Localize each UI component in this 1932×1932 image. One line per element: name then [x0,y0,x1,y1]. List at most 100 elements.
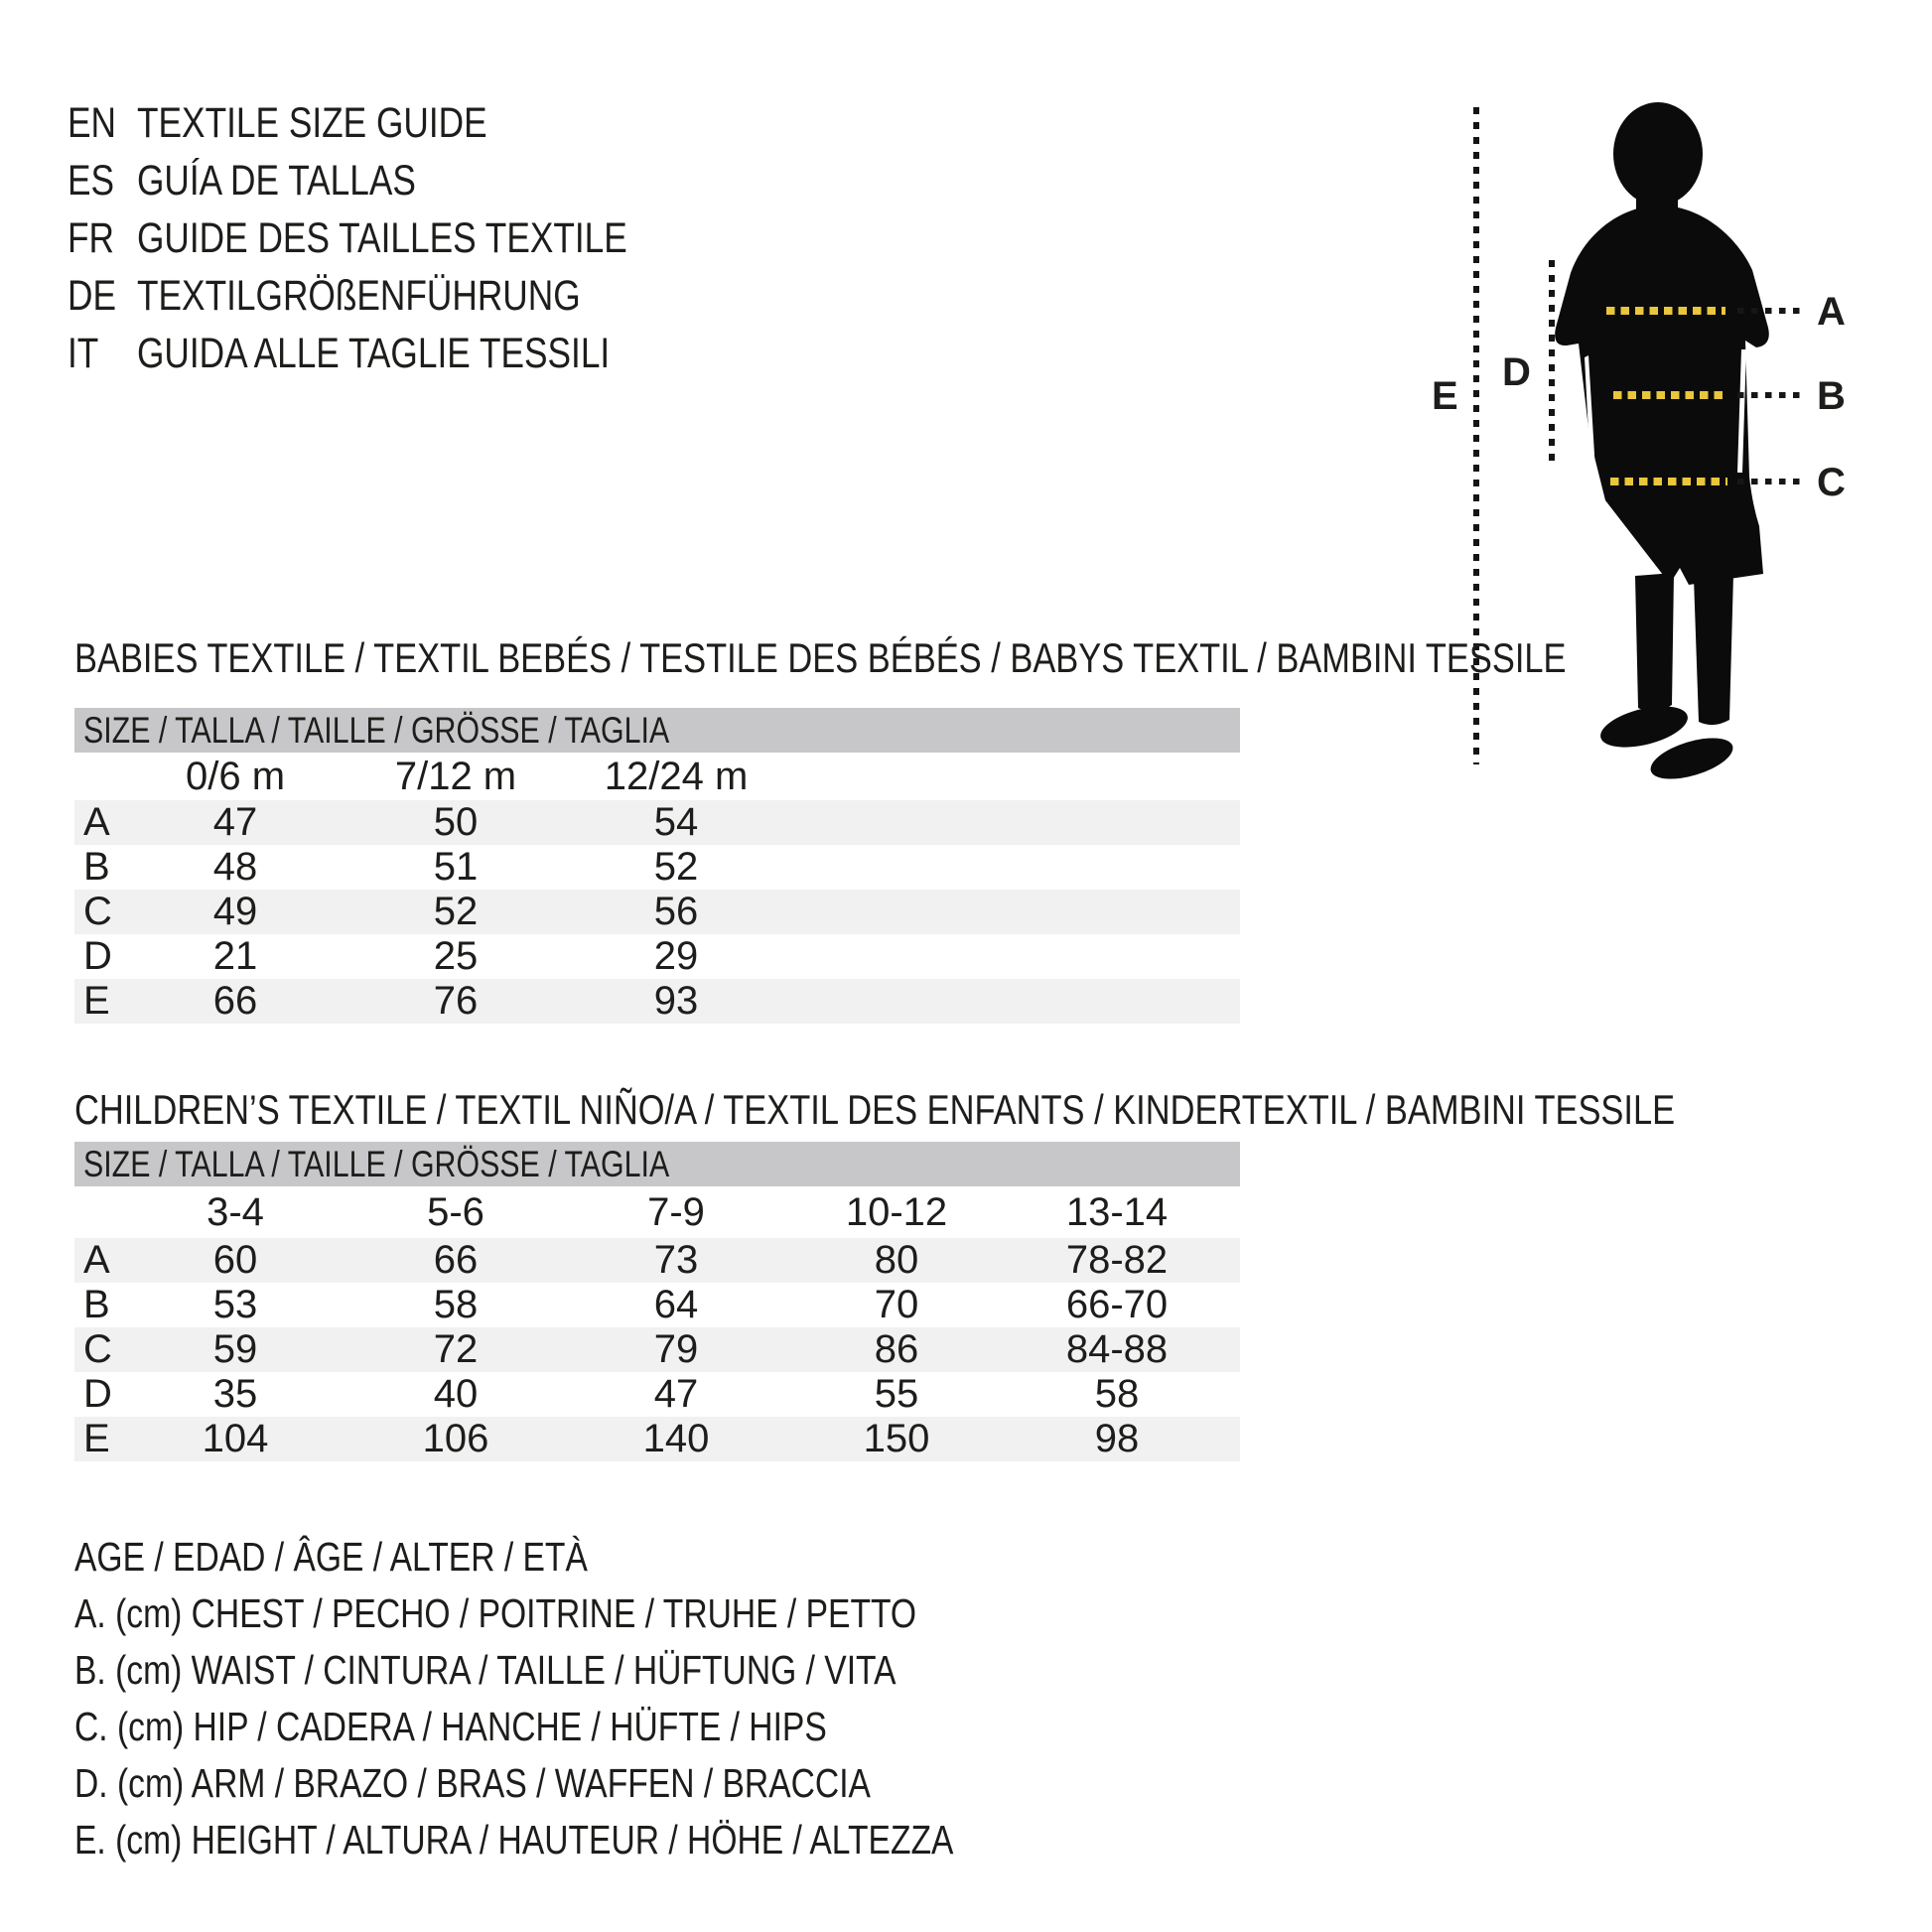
legend-text: C. (cm) HIP / CADERA / HANCHE / HÜFTE / … [74,1704,827,1749]
cell-value: 140 [642,1417,710,1460]
cell-value: 66 [433,1238,479,1282]
row-label: A [83,1238,110,1282]
row-label: B [83,1283,110,1326]
language-row-en: EN TEXTILE SIZE GUIDE [68,94,735,152]
cell-value: 25 [433,934,479,978]
legend-line-chest: A. (cm) CHEST / PECHO / POITRINE / TRUHE… [74,1586,1147,1642]
babies-size-header-text: SIZE / TALLA / TAILLE / GRÖSSE / TAGLIA [83,709,670,751]
language-title-block: EN TEXTILE SIZE GUIDE ES GUÍA DE TALLAS … [68,94,735,382]
table-row-b: B 53 58 64 70 66-70 [74,1283,1240,1327]
language-title: TEXTILE SIZE GUIDE [137,98,487,147]
child-silhouette [1555,102,1769,779]
row-label: A [83,800,110,844]
babies-table: A 47 50 54 B 48 51 52 C 49 52 56 D 21 25… [74,800,1240,1024]
table-row-c: C 59 72 79 86 84-88 [74,1327,1240,1372]
legend-text: B. (cm) WAIST / CINTURA / TAILLE / HÜFTU… [74,1647,897,1693]
row-label: B [83,845,110,889]
table-row-d: D 35 40 47 55 58 [74,1372,1240,1417]
children-column-header-row: 3-4 5-6 7-9 10-12 13-14 [74,1186,1240,1238]
language-row-fr: FR GUIDE DES TAILLES TEXTILE [68,209,735,267]
cell-value: 104 [202,1417,269,1460]
row-label: C [83,890,112,933]
cell-value: 86 [874,1327,919,1371]
babies-column-header-row: 0/6 m 7/12 m 12/24 m [74,753,1240,800]
language-code: DE [68,271,116,320]
cell-value: 73 [653,1238,699,1282]
legend-line-hip: C. (cm) HIP / CADERA / HANCHE / HÜFTE / … [74,1699,1147,1755]
table-row-c: C 49 52 56 [74,890,1240,934]
cell-value: 66-70 [1065,1283,1169,1326]
cell-value: 106 [422,1417,489,1460]
language-title: TEXTILGRÖßENFÜHRUNG [137,271,581,320]
cell-value: 35 [212,1372,258,1416]
table-row-d: D 21 25 29 [74,934,1240,979]
table-row-b: B 48 51 52 [74,845,1240,890]
silhouette-right-leg [1694,574,1733,726]
language-title: GUIDE DES TAILLES TEXTILE [137,213,627,262]
cell-value: 150 [863,1417,930,1460]
babies-heading-text: BABIES TEXTILE / TEXTIL BEBÉS / TESTILE … [74,634,1567,681]
child-measurement-figure: E D A B C [1432,102,1846,779]
cell-value: 47 [653,1372,699,1416]
measurement-legend: AGE / EDAD / ÂGE / ALTER / ETÀ A. (cm) C… [74,1529,1147,1868]
legend-line-waist: B. (cm) WAIST / CINTURA / TAILLE / HÜFTU… [74,1642,1147,1699]
children-section-heading: CHILDREN’S TEXTILE / TEXTIL NIÑO/A / TEX… [74,1087,1932,1133]
cell-value: 59 [212,1327,258,1371]
cell-value: 49 [212,890,258,933]
hip-label: C [1817,461,1846,504]
children-size-header-bar: SIZE / TALLA / TAILLE / GRÖSSE / TAGLIA [74,1142,1240,1186]
babies-size-header-bar: SIZE / TALLA / TAILLE / GRÖSSE / TAGLIA [74,708,1240,753]
language-code: EN [68,98,116,147]
cell-value: 84-88 [1065,1327,1169,1371]
language-row-it: IT GUIDA ALLE TAGLIE TESSILI [68,325,735,382]
children-heading-text: CHILDREN’S TEXTILE / TEXTIL NIÑO/A / TEX… [74,1086,1676,1133]
legend-line-height: E. (cm) HEIGHT / ALTURA / HAUTEUR / HÖHE… [74,1812,1147,1868]
cell-value: 52 [653,845,699,889]
language-code: FR [68,213,115,262]
language-title: GUIDA ALLE TAGLIE TESSILI [137,329,611,377]
table-row-a: A 60 66 73 80 78-82 [74,1238,1240,1283]
babies-column-header: 12/24 m [604,754,749,798]
cell-value: 56 [653,890,699,933]
height-label: E [1432,374,1458,418]
cell-value: 66 [212,979,258,1023]
table-row-a: A 47 50 54 [74,800,1240,845]
cell-value: 55 [874,1372,919,1416]
babies-column-header: 0/6 m [185,754,286,798]
table-row-e: E 66 76 93 [74,979,1240,1024]
cell-value: 51 [433,845,479,889]
children-column-header: 7-9 [647,1189,705,1234]
right-arm-gap [1737,349,1746,473]
cell-value: 76 [433,979,479,1023]
children-table: A 60 66 73 80 78-82 B 53 58 64 70 66-70 … [74,1238,1240,1461]
cell-value: 60 [212,1238,258,1282]
cell-value: 40 [433,1372,479,1416]
row-label: D [83,1372,112,1416]
legend-text: AGE / EDAD / ÂGE / ALTER / ETÀ [74,1534,588,1580]
cell-value: 29 [653,934,699,978]
legend-line-age: AGE / EDAD / ÂGE / ALTER / ETÀ [74,1529,1147,1586]
children-column-header: 3-4 [207,1189,264,1234]
language-row-es: ES GUÍA DE TALLAS [68,152,735,209]
silhouette-left-shoe [1600,706,1688,748]
legend-text: D. (cm) ARM / BRAZO / BRAS / WAFFEN / BR… [74,1760,871,1806]
language-code: ES [68,156,115,205]
language-title: GUÍA DE TALLAS [137,156,416,205]
cell-value: 52 [433,890,479,933]
silhouette-left-leg [1635,573,1674,712]
table-row-e: E 104 106 140 150 98 [74,1417,1240,1461]
row-label: E [83,1417,110,1460]
cell-value: 93 [653,979,699,1023]
children-column-header: 13-14 [1065,1189,1169,1234]
babies-section-heading: BABIES TEXTILE / TEXTIL BEBÉS / TESTILE … [74,635,1893,681]
waist-label: B [1817,374,1846,418]
children-column-header: 5-6 [427,1189,484,1234]
cell-value: 58 [1094,1372,1140,1416]
chest-label: A [1817,290,1846,334]
cell-value: 72 [433,1327,479,1371]
legend-text: E. (cm) HEIGHT / ALTURA / HAUTEUR / HÖHE… [74,1817,954,1863]
cell-value: 48 [212,845,258,889]
left-arm-gap [1585,355,1596,488]
cell-value: 78-82 [1065,1238,1169,1282]
